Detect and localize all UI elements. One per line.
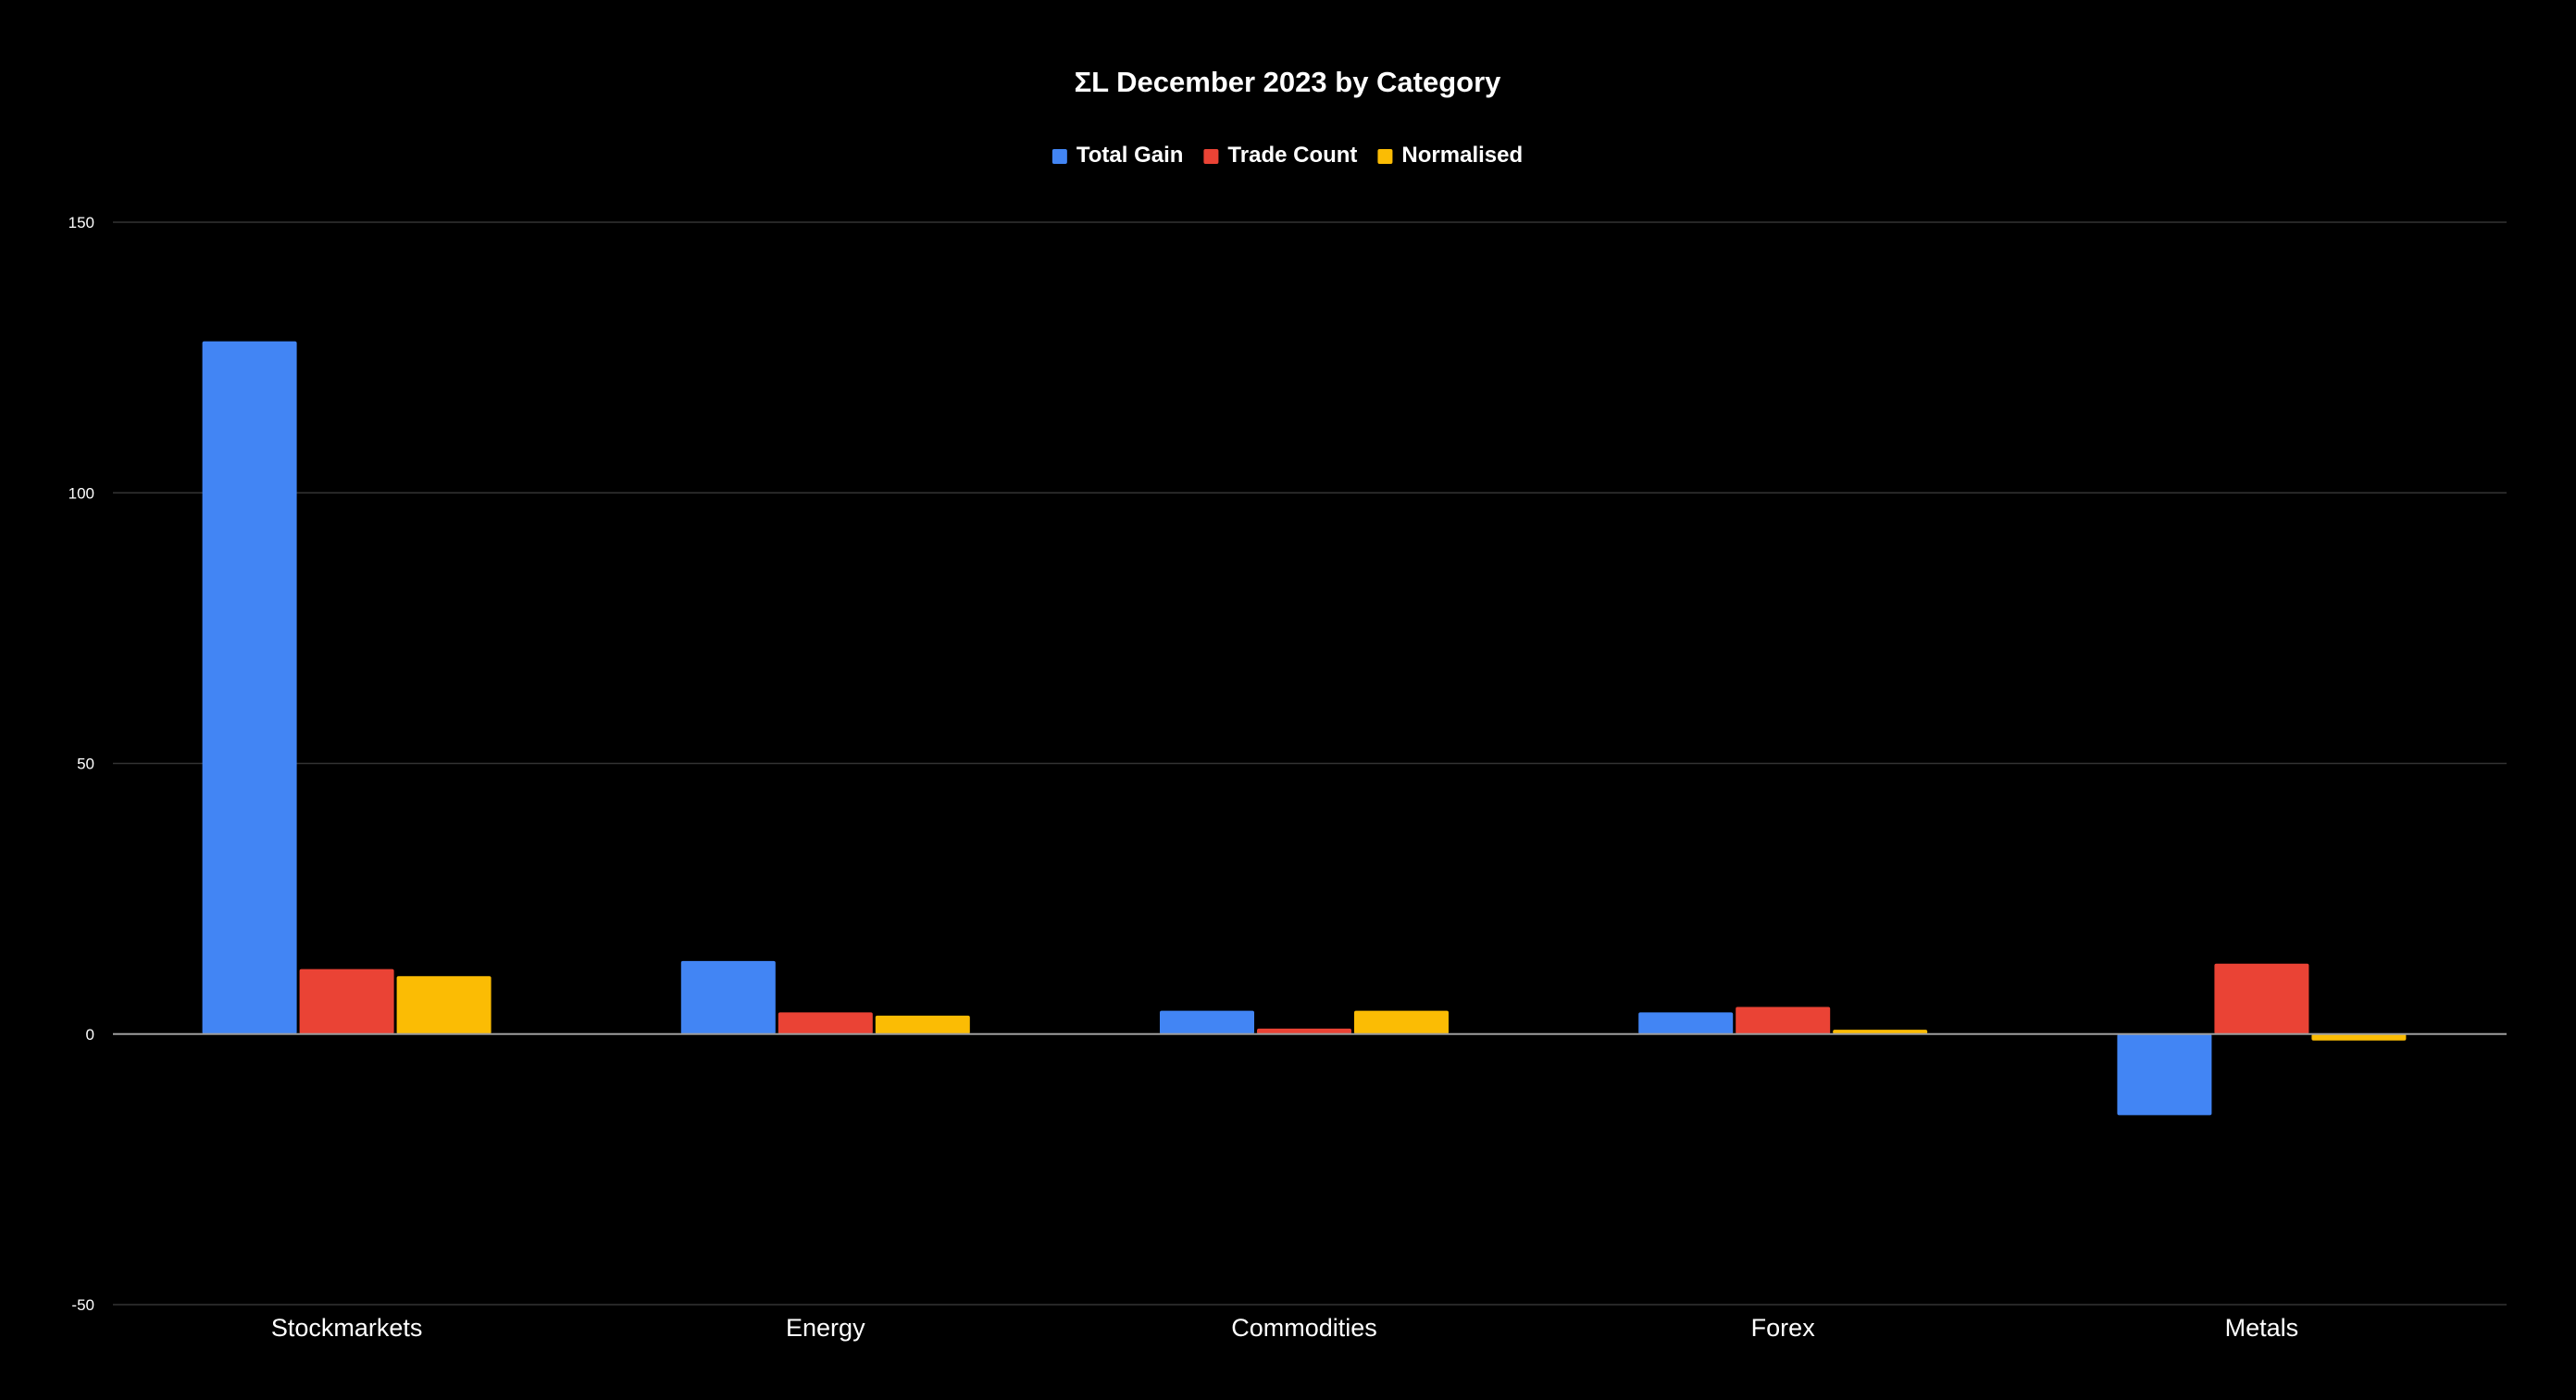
x-category-label: Commodities	[1231, 1314, 1377, 1342]
y-tick-label: -50	[71, 1296, 94, 1314]
bar-normalised[interactable]	[396, 976, 492, 1034]
legend-label: Normalised	[1401, 143, 1523, 168]
bar-normalised[interactable]	[1833, 1030, 1928, 1034]
bar-trade-count[interactable]	[2214, 963, 2309, 1034]
y-tick-label: 150	[68, 214, 94, 231]
chart-title: ΣL December 2023 by Category	[1075, 66, 1502, 98]
bar-trade-count[interactable]	[1736, 1006, 1831, 1034]
legend[interactable]: Total Gain Trade Count Normalised	[1052, 143, 1523, 168]
legend-label: Total Gain	[1076, 143, 1184, 168]
x-category-label: Forex	[1751, 1314, 1816, 1342]
legend-item-total-gain[interactable]: Total Gain	[1052, 143, 1184, 168]
bar-trade-count[interactable]	[299, 969, 394, 1034]
bar-trade-count[interactable]	[778, 1012, 873, 1034]
legend-swatch	[1052, 149, 1067, 164]
x-category-label: Stockmarkets	[271, 1314, 423, 1342]
bar-total-gain[interactable]	[202, 341, 297, 1034]
bar-normalised[interactable]	[1354, 1010, 1449, 1034]
x-axis-labels: Stockmarkets Energy Commodities Forex Metals	[271, 1314, 2298, 1342]
legend-item-normalised[interactable]: Normalised	[1377, 143, 1523, 168]
y-tick-label: 100	[68, 484, 94, 502]
bar-total-gain[interactable]	[680, 960, 776, 1034]
bar-total-gain[interactable]	[2117, 1033, 2212, 1116]
legend-swatch	[1377, 149, 1393, 164]
legend-item-trade-count[interactable]: Trade Count	[1203, 143, 1357, 168]
bar-total-gain[interactable]	[1638, 1012, 1734, 1034]
x-category-label: Metals	[2225, 1314, 2299, 1342]
bar-total-gain[interactable]	[1160, 1010, 1254, 1034]
legend-label: Trade Count	[1227, 143, 1357, 168]
y-tick-label: 50	[77, 756, 94, 773]
bars	[202, 341, 2407, 1116]
bar-normalised[interactable]	[875, 1015, 970, 1034]
bar-normalised[interactable]	[2311, 1033, 2407, 1041]
bar-trade-count[interactable]	[1257, 1028, 1351, 1034]
y-axis-ticks: -50 0 50 100 150	[68, 214, 94, 1314]
x-category-label: Energy	[786, 1314, 865, 1342]
gridlines	[113, 221, 2507, 1306]
legend-swatch	[1203, 149, 1219, 164]
y-tick-label: 0	[86, 1026, 94, 1044]
